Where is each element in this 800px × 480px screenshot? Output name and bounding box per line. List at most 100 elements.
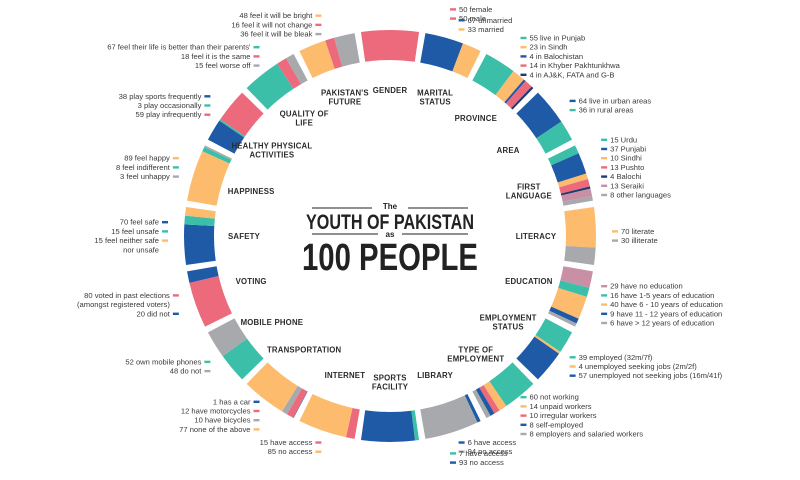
segment-employment-status-2 [516,336,560,380]
segment-first-language-6 [562,196,593,206]
annotation-happiness-1: 8 feel indifferent [116,163,171,172]
segment-first-language-5 [561,188,593,202]
annotation-healthy-physical-activities-0: 38 play sports frequently [119,92,202,101]
annotation-marital-status-1: 33 married [468,25,504,34]
annotation-type-of-employment-0: 60 not working [529,393,578,402]
segment-mobile-phone-1 [207,318,248,357]
segment-type-of-employment-1 [483,381,507,411]
segment-quality-of-life-2 [285,53,308,85]
annotation-internet-0: 15 have access [260,438,313,447]
annotation-pakistan-s-future-2: 36 feel it will be bleak [240,30,312,39]
swatch-type-of-employment-4 [520,432,527,436]
annotation-quality-of-life-0: 67 feel their life is better than their … [107,43,251,52]
swatch-education-2 [601,303,608,306]
annotation-mobile-phone-1: 48 do not [170,367,203,376]
segment-quality-of-life-0 [246,63,294,110]
annotation-safety-1: 15 feel unsafe [111,227,159,236]
swatch-transportation-3 [253,428,260,431]
segment-healthy-physical-activities-0 [207,120,245,154]
annotation-first-language-2: 10 Sindhi [610,154,642,163]
annotation-transportation-0: 1 has a car [213,397,251,406]
category-label-province: PROVINCE [455,114,497,123]
swatch-type-of-employment-3 [520,423,527,427]
segment-education-0 [560,266,593,288]
segment-province-4 [511,86,534,110]
annotation-literacy-0: 70 literate [621,227,654,236]
segment-transportation-3 [246,362,298,412]
swatch-area-1 [569,108,576,112]
swatch-healthy-physical-activities-2 [204,113,211,116]
annotation-type-of-employment-3: 8 self-employed [529,420,583,429]
segment-pakistan-s-future-1 [325,37,343,69]
annotation-area-0: 64 live in urban areas [579,96,652,105]
annotation-sports-facility-1: 93 no access [459,458,504,467]
segment-safety-2 [185,206,216,219]
swatch-internet-0 [315,441,322,444]
category-label-education: EDUCATION [505,277,553,286]
swatch-happiness-2 [172,175,179,178]
annotation-first-language-0: 15 Urdu [610,135,637,144]
category-label-sports-facility: SPORTS FACILITY [372,374,409,392]
segment-province-1 [495,71,524,103]
swatch-transportation-1 [253,409,260,413]
category-label-safety: SAFETY [228,232,261,241]
annotation-province-0: 55 live in Punjab [529,33,585,42]
segment-happiness-0 [187,151,230,206]
swatch-first-language-1 [601,147,608,151]
annotation-first-language-3: 13 Pushto [610,163,644,172]
category-label-happiness: HAPPINESS [228,187,275,196]
title-pre: The [383,202,398,211]
segment-employment-status-0 [535,318,573,352]
swatch-gender-1 [450,17,456,20]
swatch-type-of-employment-0 [520,396,527,399]
segment-education-2 [551,288,587,319]
swatch-library-1 [458,450,465,453]
segment-internet-0 [346,407,360,439]
segment-library-1 [420,395,478,439]
swatch-employment-status-2 [569,374,576,377]
swatch-library-0 [458,441,465,444]
annotation-transportation-1: 12 have motorcycles [181,407,251,416]
segment-transportation-0 [293,391,308,419]
segment-education-4 [548,310,577,327]
swatch-employment-status-0 [569,356,576,359]
annotation-transportation-2: 10 have bicycles [194,416,250,425]
swatch-education-1 [601,294,608,297]
segment-pakistan-s-future-0 [299,40,335,78]
category-label-library: LIBRARY [417,371,453,380]
title-big: 100 PEOPLE [302,237,478,279]
segment-healthy-physical-activities-1 [219,119,246,138]
segment-marital-status-0 [420,33,463,72]
annotation-happiness-0: 89 feel happy [124,154,170,163]
category-label-transportation: TRANSPORTATION [267,346,342,355]
segment-mobile-phone-0 [222,338,264,380]
segment-province-3 [505,80,532,109]
segment-gender-1 [390,30,420,62]
annotation-type-of-employment-2: 10 irregular workers [529,411,596,420]
annotation-area-1: 36 in rural areas [579,106,634,115]
swatch-first-language-6 [601,193,608,197]
category-label-employment-status: EMPLOYMENT STATUS [480,313,537,331]
swatch-healthy-physical-activities-1 [204,104,211,107]
segment-safety-1 [184,215,215,227]
annotation-gender-1: 50 male [459,14,486,23]
annotation-transportation-3: 77 none of the above [179,425,250,434]
annotation-province-4: 4 in AJ&K, FATA and G-B [529,70,614,79]
chart-title: The YOUTH OF PAKISTAN as 100 PEOPLE [302,202,478,279]
annotation-first-language-4: 4 Balochi [610,172,642,181]
swatch-type-of-employment-2 [520,414,527,417]
annotation-safety-0: 70 feel safe [120,218,159,227]
segment-education-1 [558,280,590,297]
segment-transportation-1 [286,388,308,418]
annotation-first-language-6: 8 other languages [610,190,671,199]
segment-first-language-2 [557,173,588,188]
annotation-happiness-2: 3 feel unhappy [120,172,170,181]
category-label-voting: VOTING [236,277,267,286]
annotation-first-language-1: 37 Punjabi [610,144,646,153]
segment-education-3 [549,306,579,324]
annotation-pakistan-s-future-0: 48 feel it will be bright [239,11,313,20]
annotation-education-3: 9 have 11 - 12 years of education [610,309,722,318]
segment-literacy-0 [564,206,596,248]
category-label-marital-status: MARITAL STATUS [417,89,453,107]
swatch-quality-of-life-2 [253,64,260,67]
